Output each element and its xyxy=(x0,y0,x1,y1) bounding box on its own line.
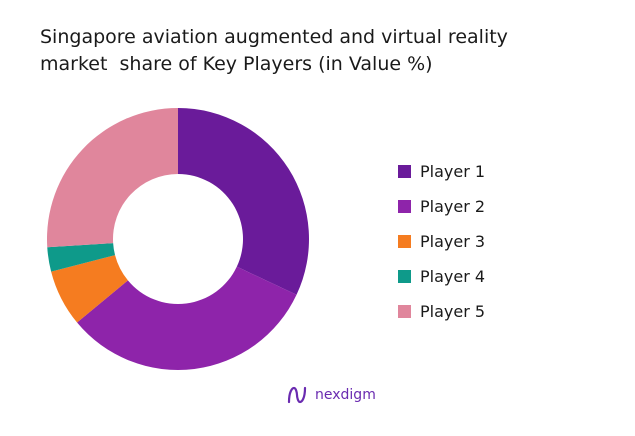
chart-title-line-1: Singapore aviation augmented and virtual… xyxy=(40,26,508,48)
legend-label: Player 2 xyxy=(420,197,486,216)
legend-swatch xyxy=(398,165,411,178)
slice-player-1 xyxy=(178,108,310,295)
slice-player-4 xyxy=(47,243,116,272)
legend-item-player-1: Player 1 xyxy=(398,154,485,189)
legend-item-player-4: Player 4 xyxy=(398,259,485,294)
legend-item-player-5: Player 5 xyxy=(398,294,485,329)
legend-label: Player 3 xyxy=(420,232,486,251)
chart-title: Singapore aviation augmented and virtual… xyxy=(40,24,600,78)
legend-label: Player 1 xyxy=(420,162,486,181)
legend-swatch xyxy=(398,305,411,318)
legend-swatch xyxy=(398,200,411,213)
brand-logo: nexdigm xyxy=(286,384,376,406)
slice-player-2 xyxy=(77,266,297,370)
nexdigm-logo-icon xyxy=(287,386,307,404)
chart-title-line-2: market share of Key Players (in Value %) xyxy=(40,53,433,75)
slice-player-5 xyxy=(46,108,178,248)
brand-name: nexdigm xyxy=(315,387,376,403)
legend-swatch xyxy=(398,270,411,283)
legend-item-player-2: Player 2 xyxy=(398,189,485,224)
legend-item-player-3: Player 3 xyxy=(398,224,485,259)
slice-player-3 xyxy=(51,255,128,323)
legend-swatch xyxy=(398,235,411,248)
chart-legend: Player 1 Player 2 Player 3 Player 4 Player 5 xyxy=(398,154,485,329)
legend-label: Player 4 xyxy=(420,267,486,286)
legend-label: Player 5 xyxy=(420,302,486,321)
